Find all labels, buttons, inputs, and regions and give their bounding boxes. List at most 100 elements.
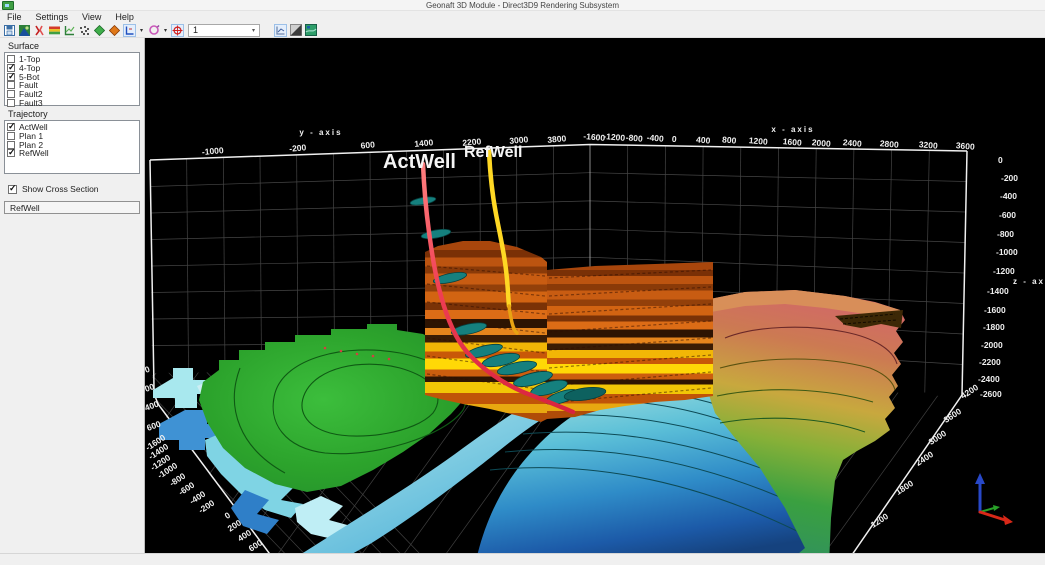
menu-file[interactable]: File <box>7 12 22 22</box>
checkbox[interactable] <box>7 81 15 90</box>
svg-text:-2400: -2400 <box>978 374 1000 384</box>
checkbox[interactable] <box>7 98 15 107</box>
show-cross-section-label: Show Cross Section <box>22 184 99 194</box>
svg-text:2200: 2200 <box>462 136 482 148</box>
svg-text:-800: -800 <box>997 229 1014 239</box>
surface-item-label: Fault <box>19 80 38 91</box>
refwell-trajectory[interactable] <box>486 148 512 309</box>
title-bar: Geonaft 3D Module - Direct3D9 Rendering … <box>0 0 1045 11</box>
checkbox[interactable]: ✓ <box>7 121 16 132</box>
save-icon[interactable] <box>3 24 16 37</box>
scatter-points-icon[interactable] <box>78 24 91 37</box>
svg-text:1400: 1400 <box>414 137 434 149</box>
svg-text:-200: -200 <box>289 142 307 153</box>
svg-text:-1400: -1400 <box>987 286 1009 296</box>
svg-text:1600: 1600 <box>782 136 802 148</box>
svg-text:-1600: -1600 <box>984 305 1006 315</box>
svg-text:800: 800 <box>722 134 737 145</box>
cross-section-fence <box>425 241 713 422</box>
surface-item-1top[interactable]: 1-Top <box>7 54 139 65</box>
right-dome-contours <box>716 326 898 433</box>
surface-item-4top[interactable]: ✓ 4-Top <box>7 62 139 74</box>
svg-text:-2600: -2600 <box>980 389 1002 399</box>
svg-text:400: 400 <box>145 399 160 413</box>
contrast-gradient-icon[interactable] <box>289 24 302 37</box>
svg-text:0: 0 <box>223 510 233 521</box>
surface-item-5bot[interactable]: ✓ 5-Bot <box>7 70 139 82</box>
bottom-surface-terrain <box>153 290 905 565</box>
show-cross-section-checkbox[interactable]: ✓ <box>8 182 17 194</box>
scene-image-icon[interactable] <box>18 24 31 37</box>
clipped-z-axis-ticks: 0 00 400 600 <box>143 364 162 433</box>
svg-text:-1200: -1200 <box>993 266 1015 276</box>
axes-tool-icon[interactable] <box>123 23 136 37</box>
fence-panel-right <box>547 262 713 419</box>
checkbox[interactable]: ✓ <box>7 62 16 73</box>
menu-settings[interactable]: Settings <box>35 12 69 22</box>
svg-text:400: 400 <box>696 134 711 145</box>
surface-item-label: Fault2 <box>19 89 43 100</box>
viewport-3d[interactable]: ActWell RefWell -1000 -200 600 1400 2200… <box>143 38 1045 565</box>
y-axis-title: y - axis <box>299 128 342 137</box>
red-marker-specks <box>323 346 391 361</box>
surface-item-fault[interactable]: Fault <box>7 80 139 91</box>
marker-disks <box>409 196 607 405</box>
svg-text:-400: -400 <box>646 132 664 143</box>
surface-item-fault3[interactable]: Fault3 <box>7 98 139 108</box>
checkbox[interactable]: ✓ <box>7 70 16 81</box>
axes-tool-dropdown-icon[interactable]: ▾ <box>139 27 143 34</box>
cross-section-well-selector[interactable]: RefWell <box>4 201 140 214</box>
svg-text:2000: 2000 <box>811 137 831 149</box>
combo-dropdown-icon[interactable]: ▾ <box>251 27 255 34</box>
wells-icon[interactable] <box>33 24 46 37</box>
trajectory-item-plan2[interactable]: Plan 2 <box>7 140 139 150</box>
checkbox[interactable] <box>7 90 15 99</box>
surface-item-label: 5-Bot <box>19 71 40 82</box>
svg-text:-1600: -1600 <box>583 131 606 143</box>
orientation-gizmo <box>975 473 1013 525</box>
svg-text:-600: -600 <box>999 210 1016 220</box>
ridge-hatching <box>839 313 898 325</box>
x-axis-title: x - axis <box>771 125 814 134</box>
svg-text:-2200: -2200 <box>979 357 1001 367</box>
map-view-icon[interactable] <box>304 24 317 37</box>
orange-surface-icon[interactable] <box>108 24 121 37</box>
checkbox[interactable]: ✓ <box>7 147 16 158</box>
zoom-level-combo[interactable]: 1 ▾ <box>188 23 260 37</box>
checkbox[interactable] <box>7 140 15 149</box>
rotate-tool-dropdown-icon[interactable]: ▾ <box>163 27 167 34</box>
green-surface-icon[interactable] <box>93 24 106 37</box>
actwell-label: ActWell <box>383 151 456 173</box>
trajectory-item-refwell[interactable]: ✓ RefWell <box>7 147 139 158</box>
trajectory-group-label: Trajectory <box>8 109 48 119</box>
toolbar: ▾ ▾ 1 ▾ <box>0 23 1045 38</box>
menu-help[interactable]: Help <box>115 12 134 22</box>
toolbar-separator <box>262 24 272 37</box>
target-tool-icon[interactable] <box>171 23 184 37</box>
axis-box-edges <box>149 143 968 565</box>
svg-text:0: 0 <box>671 134 677 144</box>
z-axis-title: z - axis <box>1013 277 1045 286</box>
trajectory-item-actwell[interactable]: ✓ ActWell <box>7 121 139 132</box>
chart-icon[interactable] <box>63 24 76 37</box>
surface-item-label: 4-Top <box>19 63 41 74</box>
scene-3d[interactable]: ActWell RefWell -1000 -200 600 1400 2200… <box>143 38 1045 565</box>
layers-flag-icon[interactable] <box>48 24 61 37</box>
svg-text:-1800: -1800 <box>983 322 1005 332</box>
svg-text:-200: -200 <box>1001 173 1018 183</box>
checkbox[interactable] <box>7 55 15 64</box>
window-title: Geonaft 3D Module - Direct3D9 Rendering … <box>426 1 619 10</box>
svg-text:-1200: -1200 <box>603 131 626 143</box>
show-cross-section-row[interactable]: ✓ Show Cross Section <box>8 182 144 194</box>
surface-item-fault2[interactable]: Fault2 <box>7 89 139 100</box>
menu-view[interactable]: View <box>82 12 102 22</box>
actwell-trajectory[interactable] <box>420 161 576 415</box>
trajectory-item-plan1[interactable]: Plan 1 <box>7 131 139 141</box>
surface-item-label: 1-Top <box>19 54 41 65</box>
svg-text:600: 600 <box>145 419 162 433</box>
svg-text:-1000: -1000 <box>996 247 1018 257</box>
rotate-tool-icon[interactable] <box>147 24 160 37</box>
plot-window-icon[interactable] <box>274 23 287 37</box>
checkbox[interactable] <box>7 132 15 141</box>
